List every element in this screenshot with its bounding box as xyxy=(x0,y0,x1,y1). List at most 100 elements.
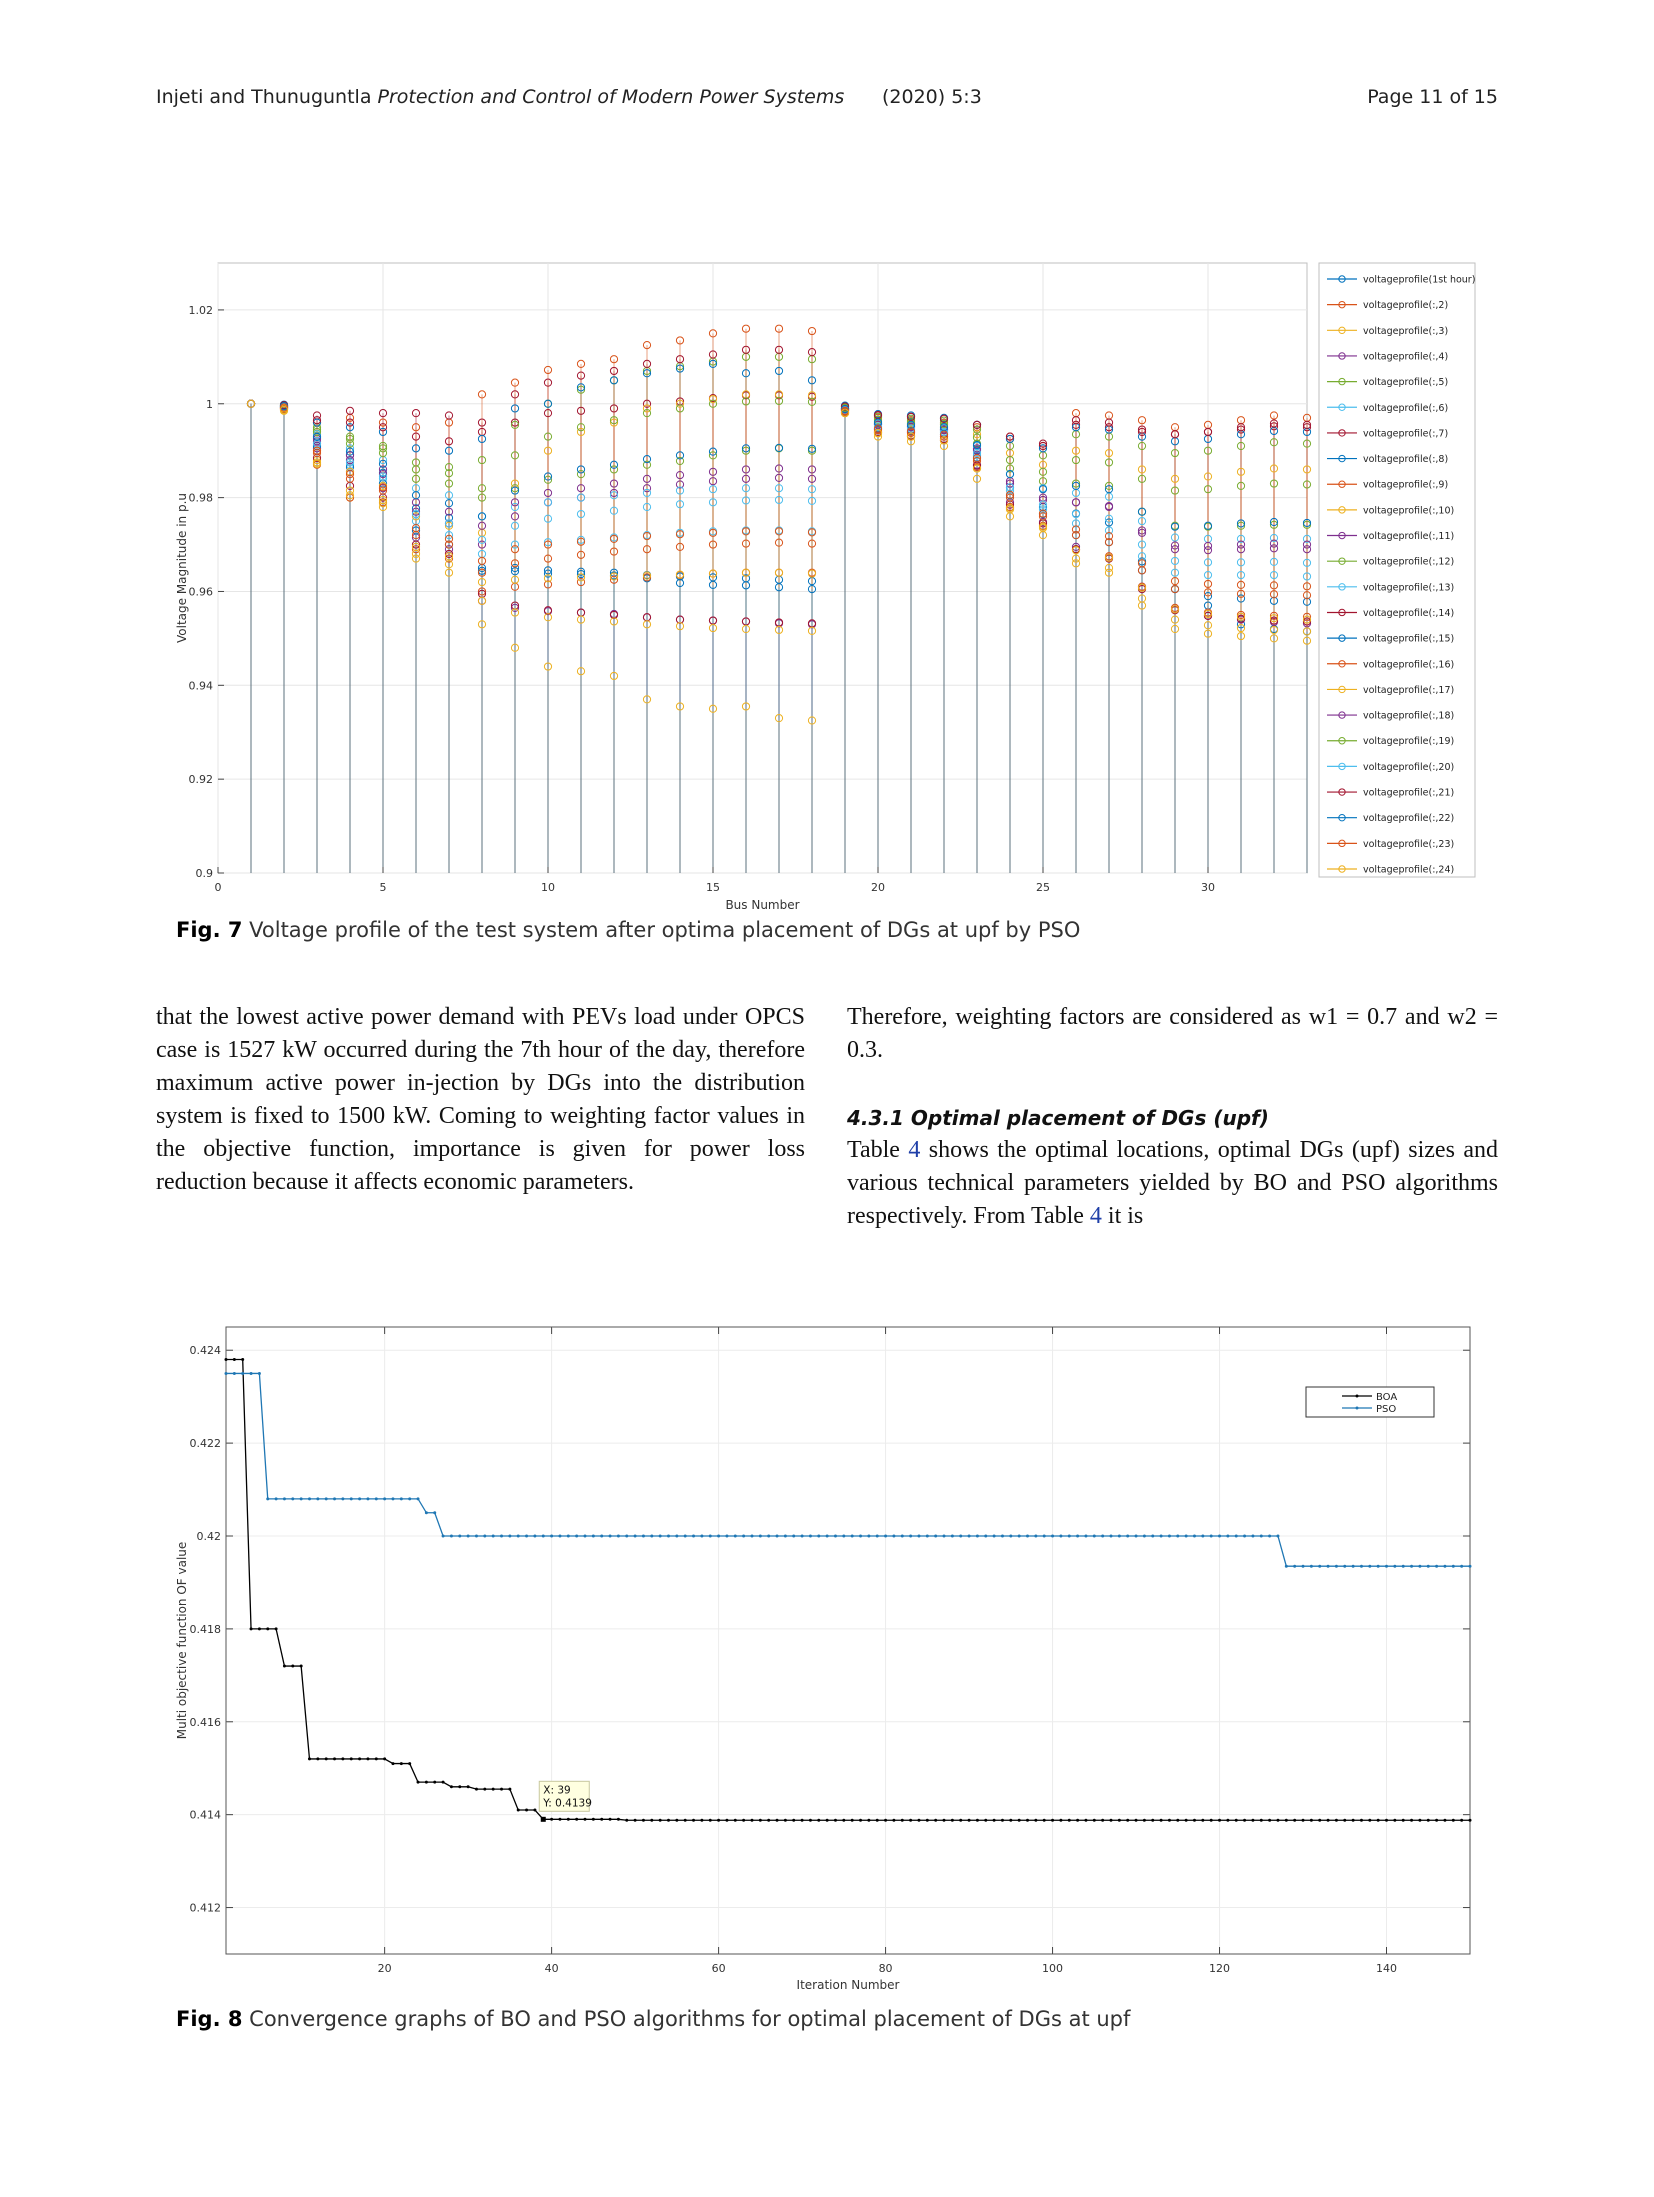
fig7-marker xyxy=(543,569,553,578)
fig8-point-pso xyxy=(1092,1534,1096,1538)
fig7-ytick-label: 1 xyxy=(206,398,213,411)
fig7-marker xyxy=(609,416,619,425)
fig7-marker xyxy=(576,509,586,519)
fig7-marker xyxy=(477,587,487,596)
fig7-marker xyxy=(543,662,553,671)
fig7-marker xyxy=(576,359,586,368)
fig7-marker xyxy=(972,448,982,458)
fig7-marker xyxy=(675,486,685,495)
fig8-point-boa xyxy=(1251,1818,1255,1822)
fig8-point-boa xyxy=(700,1818,704,1822)
fig7-marker xyxy=(972,420,982,429)
fig8-legend-label: BOA xyxy=(1376,1392,1397,1403)
fig8-point-boa xyxy=(1376,1818,1380,1822)
fig7-caption-text: Voltage profile of the test system after… xyxy=(242,918,1081,942)
fig8-point-pso xyxy=(1009,1534,1013,1538)
fig7-marker xyxy=(543,432,553,441)
fig7-legend-marker xyxy=(1338,454,1346,463)
fig7-marker xyxy=(906,432,916,441)
fig7-marker xyxy=(1302,558,1312,567)
fig7-legend-label: voltageprofile(:,14) xyxy=(1363,608,1454,619)
fig8-point-pso xyxy=(1293,1564,1297,1568)
fig7-marker xyxy=(609,418,619,427)
fig8-point-boa xyxy=(625,1818,629,1822)
fig8-point-boa xyxy=(792,1818,796,1822)
fig7-marker xyxy=(774,484,784,493)
fig7-marker xyxy=(1170,624,1180,634)
fig7-legend-label: voltageprofile(:,15) xyxy=(1363,634,1454,645)
fig7-marker xyxy=(378,423,388,432)
fig7-marker xyxy=(1005,455,1015,465)
fig8-point-boa xyxy=(508,1787,512,1791)
fig7-marker xyxy=(1302,612,1312,621)
fig7-marker xyxy=(609,355,619,364)
fig7-legend-label: voltageprofile(:,18) xyxy=(1363,711,1454,722)
fig8-point-pso xyxy=(333,1497,337,1501)
fig7-marker xyxy=(642,571,652,580)
fig8-point-boa xyxy=(1067,1818,1071,1822)
fig7-marker xyxy=(1269,544,1279,553)
fig7-marker xyxy=(1005,434,1015,444)
fig7-marker xyxy=(642,695,652,704)
fig7-marker xyxy=(477,596,487,605)
fig8-point-pso xyxy=(900,1534,904,1538)
fig7-marker xyxy=(1071,455,1081,465)
fig8-point-boa xyxy=(1151,1818,1155,1822)
fig7-marker xyxy=(741,446,751,455)
right-paragraph-2: Table 4 shows the optimal locations, opt… xyxy=(847,1134,1498,1233)
fig7-marker xyxy=(1236,521,1246,530)
fig8-point-pso xyxy=(825,1534,829,1538)
fig7-marker xyxy=(1170,585,1180,594)
fig8-point-pso xyxy=(934,1534,938,1538)
fig8-datatip-y: Y: 0.4139 xyxy=(542,1797,592,1809)
fig8-point-pso xyxy=(909,1534,913,1538)
fig8-point-pso xyxy=(307,1497,311,1501)
fig7-marker xyxy=(774,345,784,354)
fig7-marker xyxy=(939,427,949,437)
fig7-caption-label: Fig. 7 xyxy=(176,918,243,942)
fig7-marker xyxy=(1005,490,1015,499)
fig7-marker xyxy=(675,622,685,631)
fig8-point-pso xyxy=(249,1371,253,1375)
fig8-point-pso xyxy=(591,1534,595,1538)
fig7-marker xyxy=(345,418,355,427)
fig8-point-pso xyxy=(424,1511,428,1515)
fig7-marker xyxy=(510,563,520,573)
fig8-point-boa xyxy=(408,1762,412,1766)
fig7-marker xyxy=(741,465,751,474)
fig7-legend-label: voltageprofile(:,22) xyxy=(1363,813,1454,824)
fig8-datatip-marker xyxy=(540,1816,546,1822)
fig7-legend-label: voltageprofile(:,11) xyxy=(1363,531,1454,542)
fig8-point-pso xyxy=(984,1534,988,1538)
fig8-point-pso xyxy=(358,1497,362,1501)
fig8-point-boa xyxy=(249,1627,253,1631)
fig8-point-pso xyxy=(433,1511,437,1515)
fig8-point-pso xyxy=(533,1534,537,1538)
fig8-legend-label: PSO xyxy=(1376,1404,1396,1415)
fig7-ytick-label: 0.9 xyxy=(196,867,214,880)
fig8-point-pso xyxy=(708,1534,712,1538)
fig8-point-pso xyxy=(299,1497,303,1501)
fig8-point-boa xyxy=(984,1818,988,1822)
fig7-marker xyxy=(1170,486,1180,495)
fig8-point-boa xyxy=(500,1787,504,1791)
fig7-marker xyxy=(1269,634,1279,643)
fig7-legend-marker xyxy=(1338,711,1346,719)
table-4-link[interactable]: 4 xyxy=(908,1137,921,1163)
fig7-marker xyxy=(246,399,256,408)
fig7-marker xyxy=(1170,522,1180,531)
fig7-marker xyxy=(774,568,784,577)
fig8-point-pso xyxy=(1000,1534,1004,1538)
fig7-marker xyxy=(312,446,322,455)
fig7-marker xyxy=(378,495,388,505)
fig7-legend-marker xyxy=(1338,300,1346,309)
fig7-legend-label: voltageprofile(1st hour) xyxy=(1363,275,1475,286)
fig7-legend-marker xyxy=(1338,660,1346,668)
fig8-point-pso xyxy=(508,1534,512,1538)
fig7-marker xyxy=(675,702,685,711)
fig7-marker xyxy=(1104,423,1114,432)
fig7-marker xyxy=(1269,422,1279,431)
fig7-marker xyxy=(675,470,685,480)
table-4-link-2[interactable]: 4 xyxy=(1089,1203,1102,1229)
fig7-marker xyxy=(345,455,355,465)
